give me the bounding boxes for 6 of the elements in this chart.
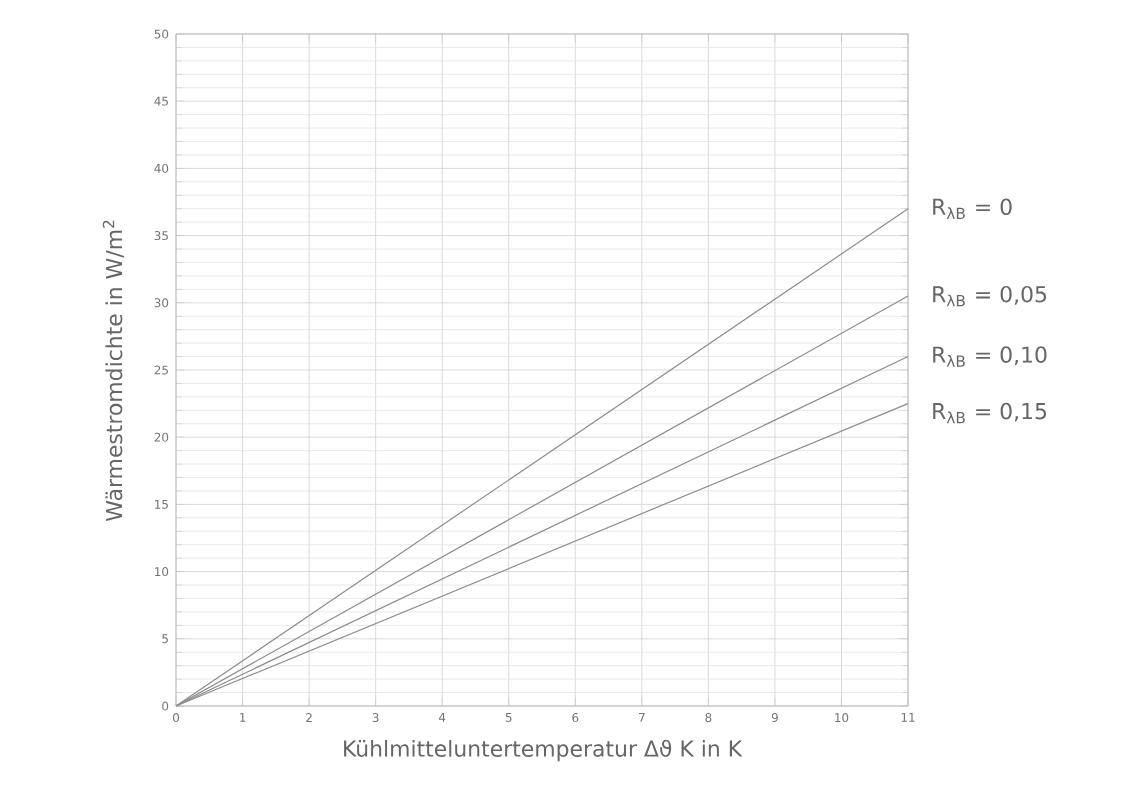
series-label: R$_{λB}$ = 0,15 [933,402,1047,424]
series-label: R$_{λB}$ = 0,05 [933,285,1047,307]
x-axis-title: Kühlmitteluntertemperatur Δϑ K in K [344,739,743,762]
series-label: R$_{λB}$ = 0 [933,198,1012,219]
y-axis-title: Wärmestromdichte in W/m$^{2}$ [102,220,125,522]
series-label: R$_{λB}$ = 0,10 [933,346,1047,367]
